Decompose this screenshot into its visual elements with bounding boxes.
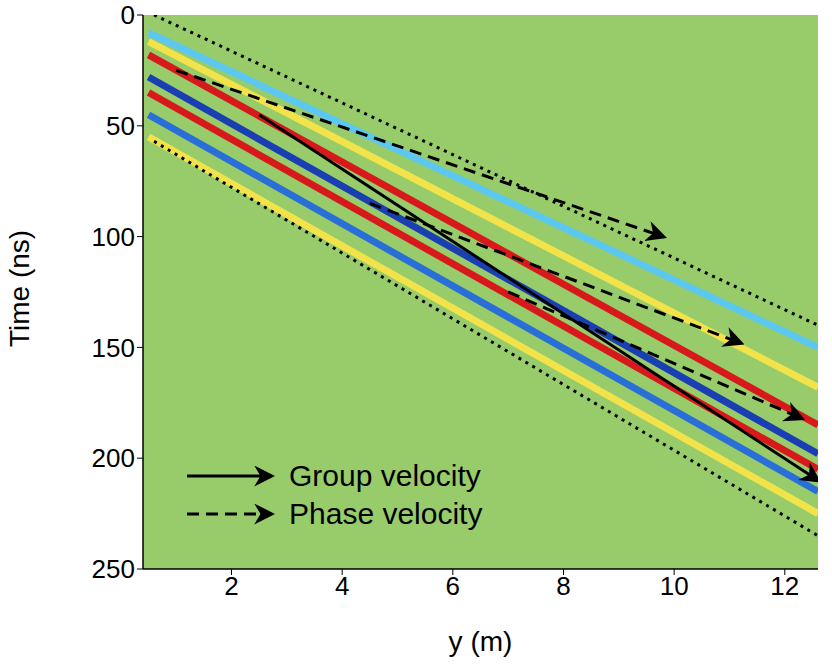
svg-text:2: 2 [224,571,238,601]
svg-text:Time (ns): Time (ns) [4,230,35,347]
svg-text:12: 12 [770,571,799,601]
svg-text:200: 200 [92,443,135,473]
svg-text:250: 250 [92,554,135,584]
svg-text:6: 6 [446,571,460,601]
svg-text:150: 150 [92,333,135,363]
svg-text:100: 100 [92,222,135,252]
svg-text:10: 10 [660,571,689,601]
svg-text:y (m): y (m) [449,626,513,657]
html-text:Phase velocity: Phase velocity [289,497,483,530]
svg-text:8: 8 [556,571,570,601]
html-text:Group velocity: Group velocity [289,459,481,492]
svg-text:50: 50 [106,111,135,141]
svg-text:4: 4 [335,571,349,601]
svg-text:0: 0 [121,0,135,30]
